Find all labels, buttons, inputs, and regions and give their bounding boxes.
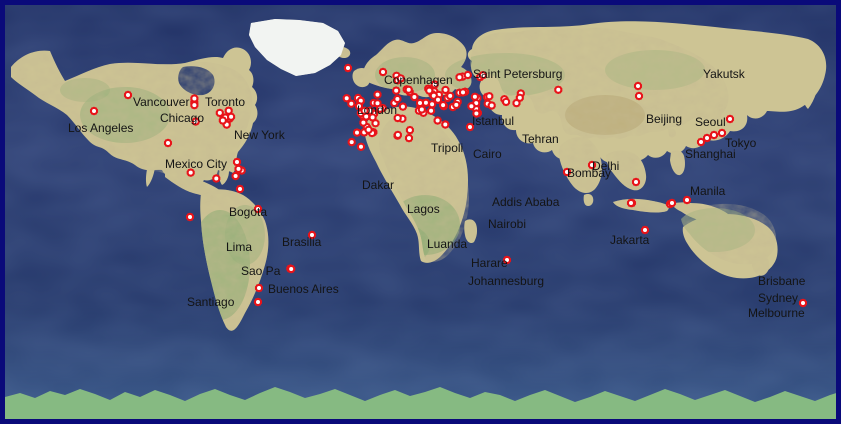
svg-text:Lagos: Lagos	[407, 202, 440, 216]
svg-text:Santiago: Santiago	[187, 295, 235, 309]
svg-text:Nairobi: Nairobi	[488, 217, 526, 231]
svg-text:Melbourne: Melbourne	[748, 306, 805, 320]
svg-text:Manila: Manila	[690, 184, 726, 198]
svg-text:Toronto: Toronto	[205, 95, 245, 109]
svg-text:Bogota: Bogota	[229, 205, 267, 219]
svg-text:Mexico City: Mexico City	[165, 157, 227, 171]
svg-text:Beijing: Beijing	[646, 112, 682, 126]
svg-text:Lima: Lima	[226, 240, 252, 254]
svg-text:Jakarta: Jakarta	[610, 233, 650, 247]
svg-text:Bombay: Bombay	[567, 166, 611, 180]
svg-text:Dakar: Dakar	[362, 178, 394, 192]
svg-text:London: London	[357, 103, 397, 117]
svg-text:Sydney: Sydney	[758, 291, 798, 305]
svg-text:Vancouver: Vancouver	[133, 95, 189, 109]
svg-text:Chicago: Chicago	[160, 111, 204, 125]
svg-text:Sao Pa: Sao Pa	[241, 264, 281, 278]
svg-text:Harare: Harare	[471, 256, 508, 270]
svg-text:Los Angeles: Los Angeles	[68, 121, 133, 135]
svg-text:New York: New York	[234, 128, 286, 142]
svg-text:Tripoli: Tripoli	[431, 141, 463, 155]
svg-text:Seoul: Seoul	[695, 115, 726, 129]
svg-text:Copenhagen: Copenhagen	[384, 73, 453, 87]
svg-text:Cairo: Cairo	[473, 147, 502, 161]
svg-text:Istanbul: Istanbul	[472, 114, 514, 128]
svg-text:Luanda: Luanda	[427, 237, 467, 251]
svg-text:Shanghai: Shanghai	[685, 147, 736, 161]
svg-text:Tehran: Tehran	[522, 132, 559, 146]
svg-text:Buenos Aires: Buenos Aires	[268, 282, 339, 296]
svg-text:Yakutsk: Yakutsk	[703, 67, 746, 81]
svg-text:Brasilia: Brasilia	[282, 235, 322, 249]
svg-text:Johannesburg: Johannesburg	[468, 274, 544, 288]
svg-text:Brisbane: Brisbane	[758, 274, 806, 288]
svg-text:Saint Petersburg: Saint Petersburg	[473, 67, 562, 81]
svg-text:Addis Ababa: Addis Ababa	[492, 195, 560, 209]
